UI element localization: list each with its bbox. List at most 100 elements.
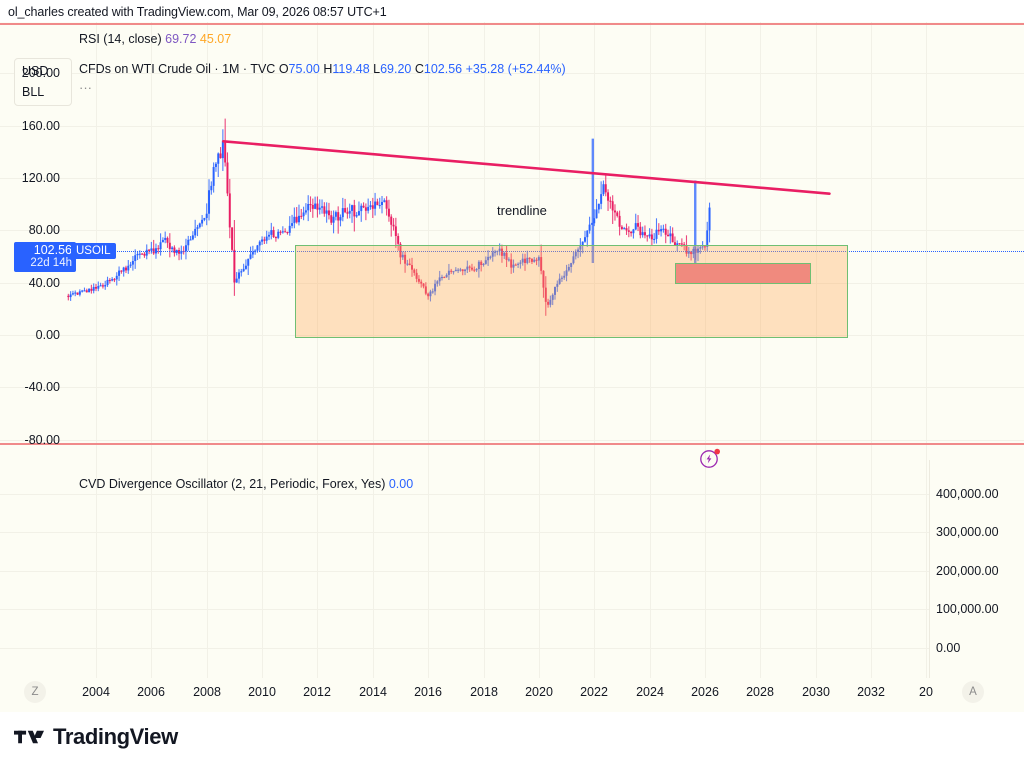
unit-label: BLL bbox=[22, 85, 45, 99]
grid-line-horizontal bbox=[0, 335, 1024, 336]
legend-close-label: C bbox=[414, 62, 424, 76]
time-axis-tick: 2018 bbox=[470, 685, 498, 699]
grid-line-horizontal bbox=[0, 440, 1024, 441]
time-axis-tick: 2026 bbox=[691, 685, 719, 699]
grid-line-horizontal bbox=[0, 283, 1024, 284]
time-axis-tick: 2010 bbox=[248, 685, 276, 699]
legend-change-value: +35.28 (+52.44%) bbox=[465, 62, 566, 76]
grid-line-horizontal bbox=[0, 178, 1024, 179]
price-axis-tick: -40.00 bbox=[24, 380, 60, 394]
grid-line-horizontal bbox=[0, 73, 1024, 74]
price-plot bbox=[67, 118, 831, 316]
grid-line-horizontal-cvd bbox=[0, 609, 929, 610]
zone-rectangle-resistance[interactable] bbox=[675, 263, 811, 284]
price-axis-tick: 40.00 bbox=[28, 276, 60, 290]
time-axis-tick: 2024 bbox=[636, 685, 664, 699]
grid-line-vertical bbox=[428, 22, 429, 712]
grid-line-vertical bbox=[650, 22, 651, 712]
legend-cvd-title: CVD Divergence Oscillator (2, 21, Period… bbox=[79, 477, 386, 491]
legend-main-title: CFDs on WTI Crude Oil · 1M · TVC bbox=[79, 62, 276, 76]
grid-line-vertical bbox=[705, 22, 706, 712]
grid-line-vertical bbox=[373, 22, 374, 712]
legend-low-label: L bbox=[373, 62, 381, 76]
symbol-badge[interactable]: USOIL bbox=[71, 243, 116, 259]
grid-line-vertical bbox=[317, 22, 318, 712]
trendline-drawing bbox=[222, 139, 831, 195]
legend-high-label: H bbox=[323, 62, 333, 76]
time-axis-tick: 2012 bbox=[303, 685, 331, 699]
candlestick-series bbox=[67, 118, 711, 316]
grid-line-vertical bbox=[262, 22, 263, 712]
tradingview-logo[interactable]: TradingView bbox=[14, 724, 178, 750]
legend-more-button[interactable]: ··· bbox=[79, 80, 92, 95]
legend-rsi-value1: 69.72 bbox=[165, 32, 197, 46]
price-axis-tick: 80.00 bbox=[28, 223, 60, 237]
cvd-axis-tick: 200,000.00 bbox=[936, 564, 999, 578]
footer: TradingView bbox=[0, 712, 1024, 764]
cvd-axis-tick: 300,000.00 bbox=[936, 525, 999, 539]
time-axis[interactable]: Z A 2004 2006 2008 2010 2012 2014 2016 2018 2020… bbox=[0, 678, 1024, 712]
grid-line-horizontal bbox=[0, 230, 1024, 231]
grid-line-vertical bbox=[816, 22, 817, 712]
grid-line-vertical bbox=[151, 22, 152, 712]
price-axis-left[interactable]: 200.00 160.00 120.00 80.00 40.00 0.00 -40.00 -8… bbox=[0, 22, 68, 712]
alert-lightning-icon[interactable] bbox=[699, 447, 721, 469]
cvd-axis-tick: 400,000.00 bbox=[936, 487, 999, 501]
chart-surface[interactable] bbox=[0, 22, 1024, 712]
current-price-badge[interactable]: 102.56 22d 14h bbox=[14, 242, 76, 272]
grid-line-horizontal-cvd bbox=[0, 648, 929, 649]
tradingview-mark-icon bbox=[14, 730, 44, 744]
grid-line-vertical bbox=[926, 22, 927, 712]
legend-high-value: 119.48 bbox=[332, 62, 370, 76]
legend-open-value: 75.00 bbox=[288, 62, 320, 76]
pane-separator-top bbox=[0, 23, 1024, 25]
grid-line-horizontal-cvd bbox=[0, 532, 929, 533]
legend-low-value: 69.20 bbox=[380, 62, 412, 76]
legend-open-label: O bbox=[278, 62, 289, 76]
price-axis-tick: 160.00 bbox=[21, 119, 60, 133]
grid-line-vertical bbox=[96, 22, 97, 712]
time-axis-tick: 2004 bbox=[82, 685, 110, 699]
time-axis-tick: 2028 bbox=[746, 685, 774, 699]
axis-divider bbox=[929, 460, 930, 688]
pane-separator-bottom bbox=[0, 443, 1024, 445]
price-axis-tick: -80.00 bbox=[24, 433, 60, 447]
current-price-value: 102.56 bbox=[33, 243, 72, 257]
cvd-axis-tick: 0.00 bbox=[936, 641, 961, 655]
grid-line-vertical bbox=[539, 22, 540, 712]
time-axis-tick: 2008 bbox=[193, 685, 221, 699]
legend-rsi[interactable]: RSI (14, close) 69.72 45.07 bbox=[79, 32, 231, 46]
nav-auto-scale-button[interactable]: A bbox=[962, 681, 984, 703]
legend-main-series[interactable]: CFDs on WTI Crude Oil · 1M · TVC O75.00 … bbox=[79, 62, 566, 94]
grid-line-vertical bbox=[594, 22, 595, 712]
trendline-label[interactable]: trendline bbox=[497, 203, 547, 218]
price-axis-tick: 0.00 bbox=[35, 328, 60, 342]
time-axis-tick: 2020 bbox=[525, 685, 553, 699]
cvd-axis-right[interactable]: 400,000.00 300,000.00 200,000.00 100,000.00… bbox=[930, 22, 1024, 712]
currency-unit-box[interactable]: USD BLL bbox=[14, 58, 72, 106]
bar-countdown: 22d 14h bbox=[30, 257, 72, 269]
time-axis-tick: 2030 bbox=[802, 685, 830, 699]
grid-line-vertical bbox=[760, 22, 761, 712]
time-axis-tick: 2022 bbox=[580, 685, 608, 699]
zone-rectangle-main[interactable] bbox=[295, 245, 848, 338]
attribution-text: ol_charles created with TradingView.com,… bbox=[8, 5, 387, 19]
grid-line-horizontal-cvd bbox=[0, 571, 929, 572]
grid-line-horizontal-cvd bbox=[0, 494, 929, 495]
grid-line-vertical bbox=[207, 22, 208, 712]
tradingview-wordmark: TradingView bbox=[53, 724, 178, 749]
legend-close-value: 102.56 bbox=[423, 62, 463, 76]
price-axis-tick: 120.00 bbox=[21, 171, 60, 185]
time-axis-tick: 2016 bbox=[414, 685, 442, 699]
grid-line-vertical bbox=[871, 22, 872, 712]
grid-line-horizontal bbox=[0, 387, 1024, 388]
time-axis-tick: 2014 bbox=[359, 685, 387, 699]
currency-label: USD bbox=[22, 64, 49, 78]
legend-rsi-title: RSI (14, close) bbox=[79, 32, 162, 46]
price-axis-tick: 200.00 bbox=[21, 66, 60, 80]
time-axis-tick: 2006 bbox=[137, 685, 165, 699]
nav-reset-zoom-button[interactable]: Z bbox=[24, 681, 46, 703]
legend-cvd-oscillator[interactable]: CVD Divergence Oscillator (2, 21, Period… bbox=[79, 477, 413, 491]
legend-cvd-value: 0.00 bbox=[388, 477, 414, 491]
